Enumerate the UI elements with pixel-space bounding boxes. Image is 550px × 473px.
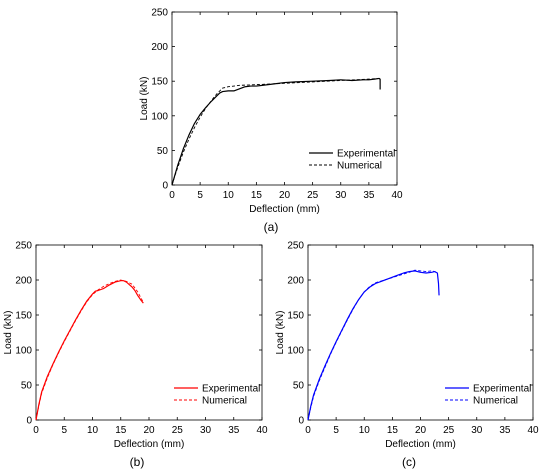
y-tick-label: 50 bbox=[293, 381, 305, 392]
x-tick-label: 35 bbox=[228, 425, 240, 436]
y-tick-label: 0 bbox=[298, 416, 304, 427]
x-tick-label: 15 bbox=[115, 425, 127, 436]
y-tick-label: 50 bbox=[157, 146, 169, 157]
y-axis-label: Load (kN) bbox=[3, 311, 14, 355]
series-line-numerical bbox=[307, 269, 438, 421]
legend-label: Numerical bbox=[337, 161, 382, 172]
x-axis-label: Deflection (mm) bbox=[114, 439, 185, 450]
y-tick-label: 50 bbox=[21, 381, 33, 392]
x-tick-label: 40 bbox=[391, 190, 403, 201]
y-axis-label: Load (kN) bbox=[275, 311, 286, 355]
panel-caption: (a) bbox=[264, 220, 279, 234]
x-tick-label: 30 bbox=[471, 425, 483, 436]
x-tick-label: 15 bbox=[251, 190, 263, 201]
chart-panel: 0 5 10 15 20 25 30 35 40 0 50 100 150 200 250 Deflectio… bbox=[139, 8, 403, 235]
y-tick-label: 250 bbox=[15, 241, 32, 252]
legend-label: Experimental bbox=[473, 384, 531, 395]
legend-label: Experimental bbox=[202, 384, 260, 395]
x-tick-label: 0 bbox=[305, 425, 311, 436]
chart-panel: 0 5 10 15 20 25 30 35 40 0 50 100 150 200 250 Deflectio… bbox=[3, 241, 268, 470]
x-tick-label: 40 bbox=[527, 425, 539, 436]
panel-caption: (b) bbox=[130, 455, 145, 469]
panel-caption: (c) bbox=[402, 455, 416, 469]
y-tick-label: 150 bbox=[287, 311, 304, 322]
y-tick-label: 200 bbox=[15, 276, 32, 287]
legend-label: Experimental bbox=[337, 149, 395, 160]
y-tick-label: 100 bbox=[15, 346, 32, 357]
series-line-experimental bbox=[35, 280, 144, 421]
x-tick-label: 35 bbox=[499, 425, 511, 436]
x-tick-label: 5 bbox=[197, 190, 203, 201]
x-tick-label: 35 bbox=[363, 190, 375, 201]
x-tick-label: 20 bbox=[143, 425, 155, 436]
y-tick-label: 150 bbox=[15, 311, 32, 322]
y-axis-label: Load (kN) bbox=[139, 77, 150, 121]
x-tick-label: 25 bbox=[443, 425, 455, 436]
x-tick-label: 20 bbox=[279, 190, 291, 201]
x-tick-label: 0 bbox=[169, 190, 175, 201]
x-tick-label: 30 bbox=[200, 425, 212, 436]
y-tick-label: 200 bbox=[287, 276, 304, 287]
series-line-experimental bbox=[307, 270, 440, 421]
series-line-experimental bbox=[171, 77, 381, 186]
x-tick-label: 0 bbox=[33, 425, 39, 436]
y-tick-label: 0 bbox=[26, 416, 32, 427]
x-tick-label: 15 bbox=[387, 425, 399, 436]
series-line-numerical bbox=[171, 77, 381, 186]
x-tick-label: 30 bbox=[335, 190, 347, 201]
y-tick-label: 250 bbox=[287, 241, 304, 252]
x-tick-label: 40 bbox=[256, 425, 268, 436]
x-tick-label: 25 bbox=[307, 190, 319, 201]
y-tick-label: 150 bbox=[151, 77, 168, 88]
y-tick-label: 200 bbox=[151, 42, 168, 53]
x-tick-label: 5 bbox=[61, 425, 67, 436]
x-tick-label: 5 bbox=[333, 425, 339, 436]
x-tick-label: 10 bbox=[223, 190, 235, 201]
legend-label: Numerical bbox=[473, 396, 518, 407]
x-tick-label: 25 bbox=[172, 425, 184, 436]
x-axis-label: Deflection (mm) bbox=[385, 439, 456, 450]
y-tick-label: 0 bbox=[162, 181, 168, 192]
x-tick-label: 10 bbox=[87, 425, 99, 436]
legend-label: Numerical bbox=[202, 396, 247, 407]
x-tick-label: 20 bbox=[415, 425, 427, 436]
x-axis-label: Deflection (mm) bbox=[249, 204, 320, 215]
x-tick-label: 10 bbox=[359, 425, 371, 436]
y-tick-label: 100 bbox=[151, 111, 168, 122]
y-tick-label: 100 bbox=[287, 346, 304, 357]
y-tick-label: 250 bbox=[151, 8, 168, 19]
series-line-numerical bbox=[35, 279, 144, 421]
chart-panel: 0 5 10 15 20 25 30 35 40 0 50 100 150 200 250 Deflectio… bbox=[275, 241, 539, 470]
